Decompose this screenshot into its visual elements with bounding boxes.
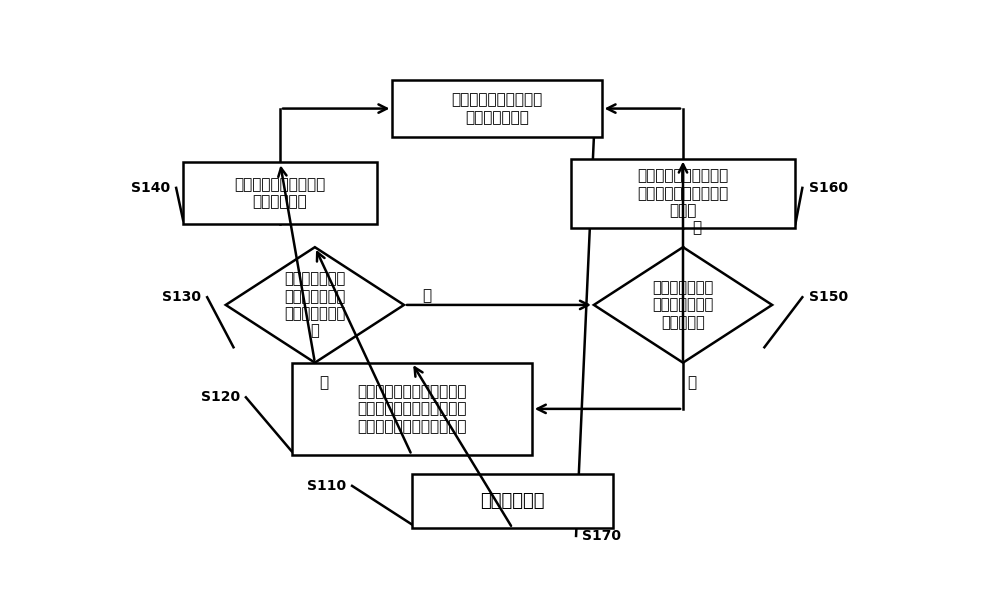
Text: S110: S110: [307, 479, 346, 493]
Text: 圆形面片按照三维空间坐标
预设位置从球形模型内向外
飞出，形成三层立体布局。: 圆形面片按照三维空间坐标 预设位置从球形模型内向外 飞出，形成三层立体布局。: [357, 384, 466, 434]
Polygon shape: [226, 247, 404, 363]
Text: 用户触发开启: 用户触发开启: [480, 492, 545, 510]
Text: S160: S160: [809, 181, 848, 195]
Text: S130: S130: [162, 290, 201, 304]
Bar: [183, 163, 377, 224]
Text: 用户光标停留在
圆形面片上，是
否并进行单次点
击: 用户光标停留在 圆形面片上，是 否并进行单次点 击: [284, 271, 346, 339]
Text: 选中的圆形面片向前移
动，并变大。: 选中的圆形面片向前移 动，并变大。: [234, 177, 326, 209]
Text: 选中的圆形面片所在的
圆形队列顺时针或逆时
针转动: 选中的圆形面片所在的 圆形队列顺时针或逆时 针转动: [637, 168, 729, 218]
Text: 是: 是: [688, 375, 697, 390]
Text: 否: 否: [692, 220, 702, 235]
Text: 用户光标停留在
圆形面片上，是
否进行转动: 用户光标停留在 圆形面片上，是 否进行转动: [652, 280, 714, 330]
Bar: [392, 79, 602, 137]
Text: 否: 否: [423, 288, 432, 303]
Bar: [571, 158, 795, 228]
Polygon shape: [594, 247, 772, 363]
Bar: [292, 363, 532, 455]
Text: S170: S170: [582, 529, 621, 543]
Text: S120: S120: [201, 391, 240, 404]
Text: S150: S150: [809, 290, 848, 304]
Text: S140: S140: [131, 181, 170, 195]
Bar: [412, 474, 613, 529]
Text: 关闭，所有圆形面片隐
藏与球形模型内: 关闭，所有圆形面片隐 藏与球形模型内: [451, 92, 543, 125]
Text: 是: 是: [320, 375, 329, 390]
